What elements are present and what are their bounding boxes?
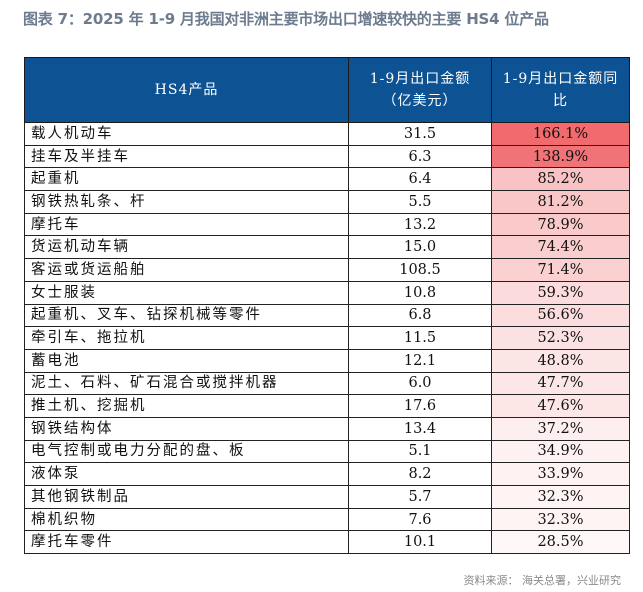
amount-cell: 5.1: [348, 439, 492, 464]
amount-cell: 13.4: [348, 416, 492, 441]
table-row: 起重机 6.4 85.2%: [24, 167, 630, 192]
amount-cell: 8.2: [348, 462, 492, 486]
growth-cell: 37.2%: [491, 416, 630, 441]
growth-cell: 78.9%: [491, 212, 630, 237]
amount-cell: 108.5: [348, 258, 492, 282]
amount-cell: 6.3: [348, 144, 492, 169]
table-row: 牵引车、拖拉机 11.5 52.3%: [24, 326, 630, 350]
header-growth-text: 1-9月出口金额同比: [502, 71, 619, 109]
product-cell: 泥土、石料、矿石混合或搅拌机器: [24, 371, 349, 396]
amount-cell: 11.5: [348, 326, 492, 350]
growth-cell: 34.9%: [491, 439, 630, 464]
product-cell: 钢铁结构体: [24, 416, 349, 441]
table-row: 客运或货运船舶 108.5 71.4%: [24, 258, 630, 282]
amount-cell: 5.7: [348, 485, 492, 509]
growth-cell: 166.1%: [491, 122, 630, 146]
amount-cell: 31.5: [348, 122, 492, 146]
growth-cell: 59.3%: [491, 280, 630, 305]
amount-cell: 5.5: [348, 190, 492, 214]
amount-cell: 10.8: [348, 280, 492, 305]
table-row: 摩托车零件 10.1 28.5%: [24, 530, 630, 555]
source-note: 资料来源： 海关总署，兴业研究: [463, 574, 622, 587]
product-cell: 钢铁热轧条、杆: [24, 190, 349, 214]
header-product: HS4产品: [24, 57, 349, 123]
table-row: 摩托车 13.2 78.9%: [24, 212, 630, 237]
page-title: 图表 7：2025 年 1-9 月我国对非洲主要市场出口增速较快的主要 HS4 …: [23, 10, 549, 28]
amount-cell: 10.1: [348, 530, 492, 555]
product-cell: 液体泵: [24, 462, 349, 486]
growth-cell: 71.4%: [491, 258, 630, 282]
product-cell: 推土机、挖掘机: [24, 394, 349, 418]
table-row: 蓄电池 12.1 48.8%: [24, 348, 630, 373]
product-cell: 蓄电池: [24, 348, 349, 373]
amount-cell: 6.0: [348, 371, 492, 396]
product-cell: 棉机织物: [24, 507, 349, 532]
table-row: 挂车及半挂车 6.3 138.9%: [24, 144, 630, 169]
product-cell: 牵引车、拖拉机: [24, 326, 349, 350]
product-cell: 摩托车: [24, 212, 349, 237]
table-row: 棉机织物 7.6 32.3%: [24, 507, 630, 532]
table-row: 起重机、叉车、钻探机械等零件 6.8 56.6%: [24, 303, 630, 328]
header-amount-text: 1-9月出口金额（亿美元）: [369, 71, 471, 109]
growth-cell: 74.4%: [491, 235, 630, 260]
table-row: 钢铁结构体 13.4 37.2%: [24, 416, 630, 441]
product-cell: 起重机、叉车、钻探机械等零件: [24, 303, 349, 328]
growth-cell: 47.6%: [491, 394, 630, 418]
growth-cell: 81.2%: [491, 190, 630, 214]
growth-cell: 47.7%: [491, 371, 630, 396]
table-row: 其他钢铁制品 5.7 32.3%: [24, 485, 630, 509]
product-cell: 客运或货运船舶: [24, 258, 349, 282]
product-cell: 挂车及半挂车: [24, 144, 349, 169]
product-cell: 载人机动车: [24, 122, 349, 146]
amount-cell: 6.4: [348, 167, 492, 192]
table-row: 货运机动车辆 15.0 74.4%: [24, 235, 630, 260]
product-cell: 起重机: [24, 167, 349, 192]
growth-cell: 32.3%: [491, 485, 630, 509]
table-row: 推土机、挖掘机 17.6 47.6%: [24, 394, 630, 418]
table-row: 钢铁热轧条、杆 5.5 81.2%: [24, 190, 630, 214]
product-cell: 摩托车零件: [24, 530, 349, 555]
growth-cell: 32.3%: [491, 507, 630, 532]
growth-cell: 48.8%: [491, 348, 630, 373]
table-row: 女士服装 10.8 59.3%: [24, 280, 630, 305]
product-cell: 货运机动车辆: [24, 235, 349, 260]
amount-cell: 12.1: [348, 348, 492, 373]
header-amount: 1-9月出口金额（亿美元）: [348, 57, 492, 123]
growth-cell: 33.9%: [491, 462, 630, 486]
export-growth-table: HS4产品 1-9月出口金额（亿美元） 1-9月出口金额同比 载人机动车 31.5…: [24, 57, 630, 555]
amount-cell: 13.2: [348, 212, 492, 237]
product-cell: 电气控制或电力分配的盘、板: [24, 439, 349, 464]
table-header-row: HS4产品 1-9月出口金额（亿美元） 1-9月出口金额同比: [24, 57, 630, 123]
header-growth: 1-9月出口金额同比: [491, 57, 630, 123]
table-row: 载人机动车 31.5 166.1%: [24, 122, 630, 146]
growth-cell: 28.5%: [491, 530, 630, 555]
amount-cell: 7.6: [348, 507, 492, 532]
growth-cell: 52.3%: [491, 326, 630, 350]
amount-cell: 17.6: [348, 394, 492, 418]
amount-cell: 6.8: [348, 303, 492, 328]
growth-cell: 85.2%: [491, 167, 630, 192]
product-cell: 女士服装: [24, 280, 349, 305]
product-cell: 其他钢铁制品: [24, 485, 349, 509]
table-row: 液体泵 8.2 33.9%: [24, 462, 630, 486]
table-row: 电气控制或电力分配的盘、板 5.1 34.9%: [24, 439, 630, 464]
growth-cell: 138.9%: [491, 144, 630, 169]
growth-cell: 56.6%: [491, 303, 630, 328]
table-row: 泥土、石料、矿石混合或搅拌机器 6.0 47.7%: [24, 371, 630, 396]
amount-cell: 15.0: [348, 235, 492, 260]
